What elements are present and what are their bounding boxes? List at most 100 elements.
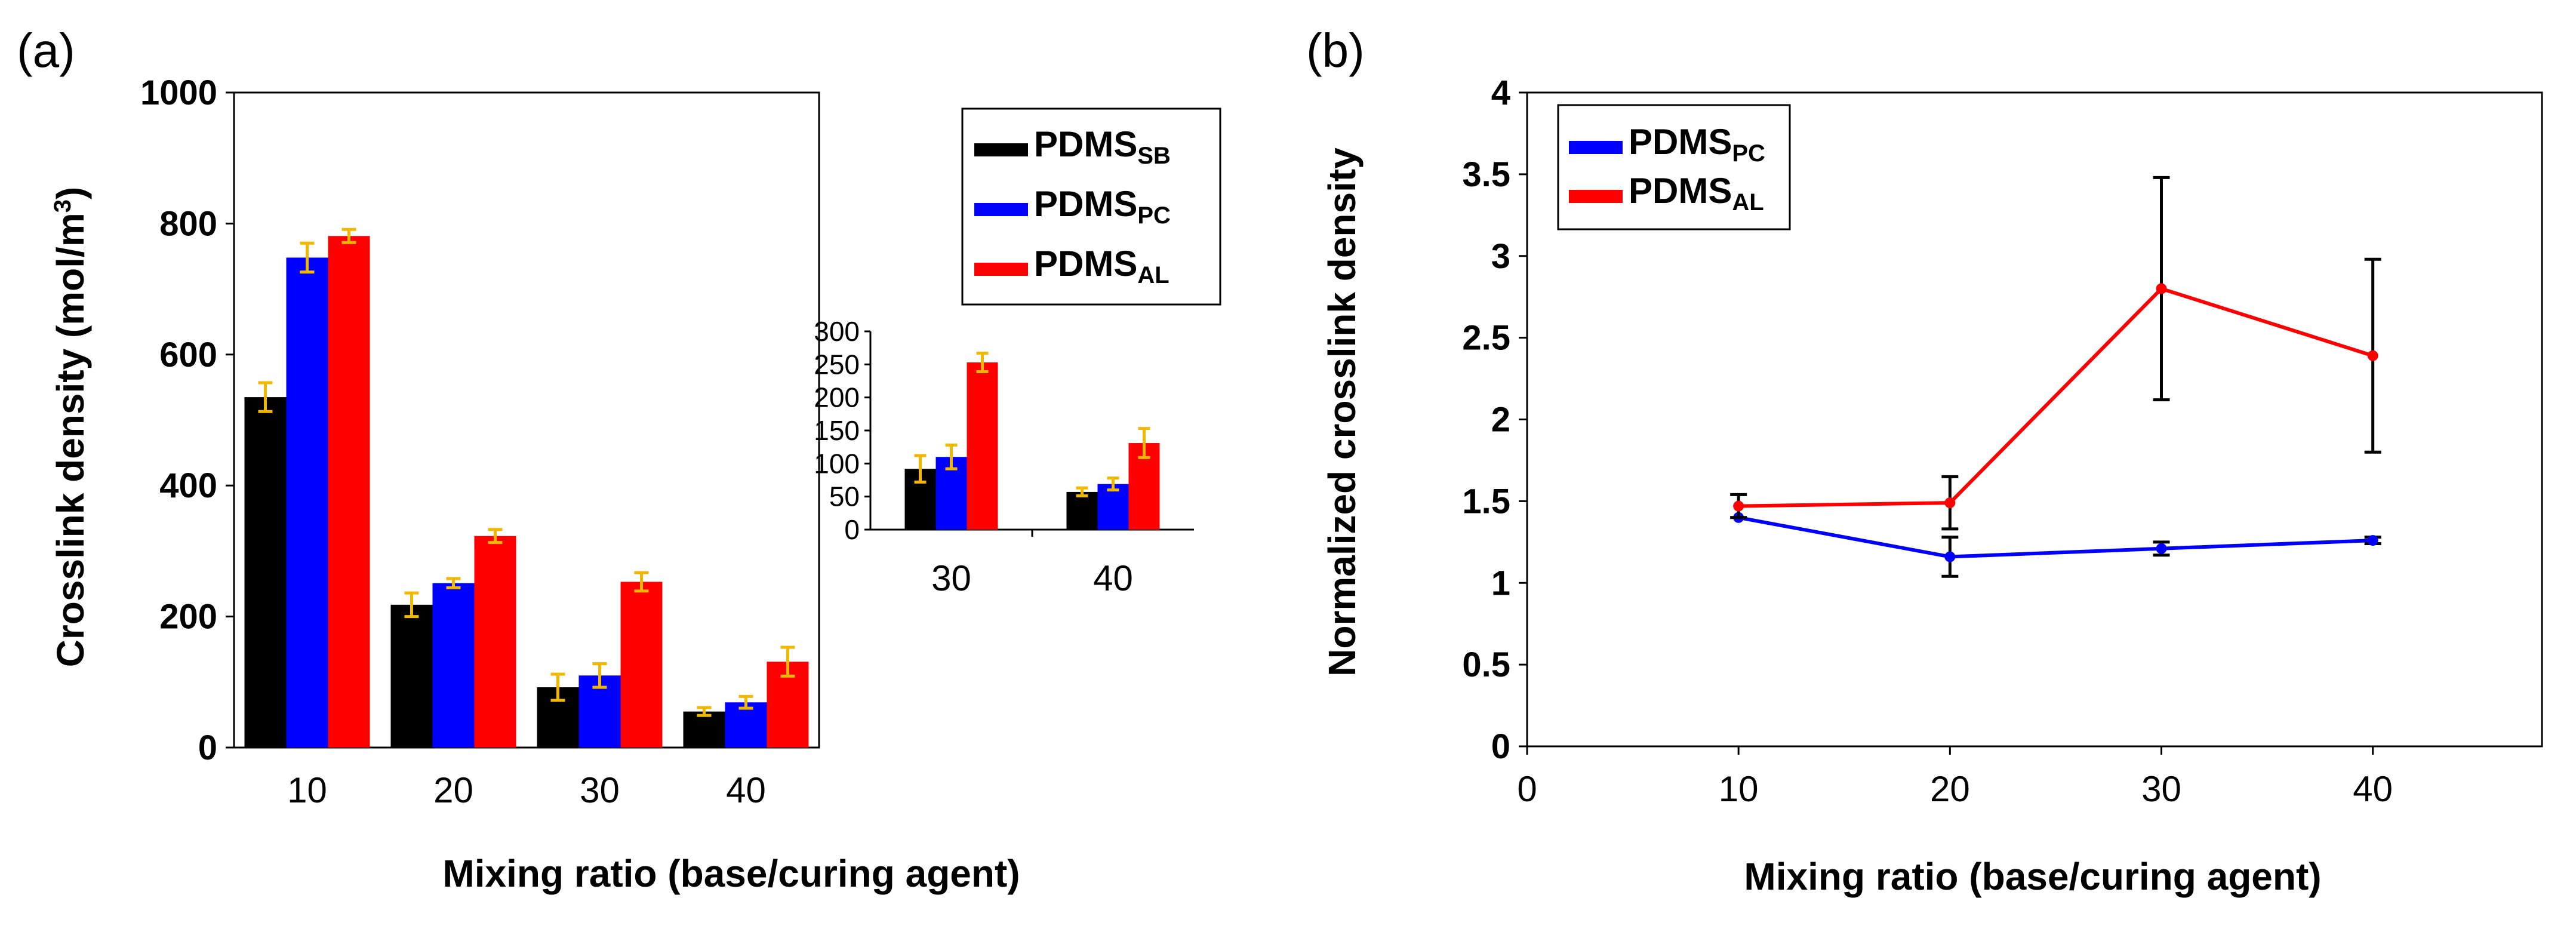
a-legend-sub-sb: SB [1137,143,1171,169]
panel-a-errorbar-pc [300,241,315,274]
panel-a-errorbar-sb [258,381,273,413]
panel-a-inset-bar-sb [1066,491,1098,530]
panel-b-ytick-label: 3 [1491,237,1510,276]
panel-a-ytick-label: 600 [159,336,217,374]
panel-a-inset-errorbar-al [976,352,989,374]
panel-b-ytick-label: 4 [1491,73,1510,112]
b-legend-label-pc: PDMSPC [1629,122,1765,167]
panel-a-errorbar-al [341,227,356,244]
panel-a-inset-bar-al [967,362,998,530]
panel-a-errorbar-sb [697,706,712,717]
b-legend-label-al: PDMSAL [1629,171,1764,216]
panel-b-ytick-label: 0.5 [1462,645,1510,684]
panel-a-y-axis-title-sup: 3 [50,199,76,213]
panel-b-ytick-label: 2.5 [1462,319,1510,358]
panel-a-y-axis-title-main: Crosslink density (mol/m [49,213,92,667]
panel-b-plot-area: 00.511.522.533.540 10 20 30 40 [1462,73,2543,809]
panel-a-bar-al [620,582,663,748]
panel-a-y-axis-title-close: ) [49,187,92,199]
b-legend-swatch-pc [1569,141,1623,154]
panel-a-xtick-label: 20 [433,770,473,810]
panel-a-ytick-label: 400 [159,466,217,505]
panel-b-y-axis-title: Normalized crosslink density [1321,147,1364,676]
panel-a-plot-area: 0 200 400 600 800 1000 10 20 30 40 [140,73,820,810]
a-legend-entry-sb: PDMSSB [974,124,1171,169]
panel-a-bar-pc [432,583,475,748]
b-legend-sub-pc: PC [1732,140,1765,167]
panel-b-ytick-label: 1.5 [1462,482,1510,521]
a-legend-sub-al: AL [1137,262,1169,288]
b-legend-name-pc: PDMS [1629,122,1732,162]
panel-a-inset-xtick-label: 40 [1093,558,1133,598]
panel-a-bar-sb [683,711,725,748]
panel-b-xtick-label: 30 [2141,769,2181,809]
panel-a-bar-pc [286,257,328,748]
panel-b-point-al [1944,497,1956,509]
panel-b-line-chart: (b) 00.511.522.533.540 10 20 30 40 Mixing ra… [1306,24,2543,898]
b-legend-swatch-al [1569,190,1623,203]
panel-a-inset-bar-pc [1097,484,1129,530]
panel-a-errorbar-pc [738,694,753,710]
panel-b-label: (b) [1306,24,1365,77]
panel-b-ytick-label: 1 [1491,564,1510,602]
panel-a-bar-al [474,536,516,748]
a-legend-swatch-sb [974,143,1028,156]
panel-a-errorbar-al [488,528,503,545]
panel-b-line-pc [1738,515,2373,559]
panel-b-point-al [2156,283,2167,294]
panel-b-point-pc [2367,535,2378,546]
panel-a-bar-al [328,236,370,748]
panel-a-errorbar-sb [404,591,419,619]
panel-a-ytick-label: 1000 [140,73,217,112]
panel-a-inset-ytick-label: 0 [844,514,860,545]
a-legend-name-sb: PDMS [1034,124,1137,164]
panel-b-point-al [1733,500,1744,512]
a-legend-entry-pc: PDMSPC [974,184,1171,229]
panel-b-ytick-label: 2 [1491,401,1510,439]
a-legend-label-al: PDMSAL [1034,244,1169,288]
panel-a-inset-errorbar-pc [1107,476,1119,492]
panel-a-inset-ytick-label: 250 [814,349,860,380]
a-legend-swatch-pc [974,203,1028,216]
panel-b-point-pc [2156,543,2167,554]
panel-a-bar-pc [725,702,767,748]
a-legend-entry-al: PDMSAL [974,244,1169,288]
panel-b-point-al [2367,350,2378,361]
a-legend-label-pc: PDMSPC [1034,184,1171,229]
a-legend-label-sb: PDMSSB [1034,124,1171,169]
panel-a-frame [233,91,820,749]
panel-a-xtick-label: 30 [580,770,620,810]
panel-a-ytick-label: 0 [198,728,217,767]
a-legend-sub-pc: PC [1137,202,1171,229]
panel-a-label: (a) [17,24,75,77]
b-legend-entry-al: PDMSAL [1569,171,1764,216]
panel-a-inset-ytick-label: 300 [814,316,860,347]
panel-b-xtick-label: 20 [1930,769,1970,809]
panel-a-inset-errorbar-sb [1076,486,1088,498]
panel-a-errorbar-pc [446,577,461,589]
panel-a-inset-errorbar-al [1138,427,1150,459]
panel-a-inset-errorbar-sb [914,454,927,484]
panel-b-xtick-label: 10 [1719,769,1759,809]
panel-a-errorbar-al [634,571,649,593]
panel-b-ytick-label: 3.5 [1462,155,1510,194]
panel-a-y-axis-title: Crosslink density (mol/m3) [49,187,92,668]
panel-b-x-axis-title: Mixing ratio (base/curing agent) [1744,855,2321,898]
b-legend-entry-pc: PDMSPC [1569,122,1765,167]
b-legend-sub-al: AL [1732,189,1764,216]
panel-b-legend-box [1557,104,1791,230]
panel-a-inset-ytick-label: 150 [814,415,860,446]
panel-a-inset-ytick-label: 100 [814,448,860,479]
panel-a-ytick-label: 800 [159,204,217,243]
panel-a-bar-sb [244,397,287,748]
panel-a-xtick-label: 10 [287,770,327,810]
a-legend-name-al: PDMS [1034,244,1137,284]
panel-a-inset-errorbar-pc [945,443,958,470]
panel-a-errorbar-pc [592,662,607,689]
panel-b-ytick-label: 0 [1491,727,1510,766]
